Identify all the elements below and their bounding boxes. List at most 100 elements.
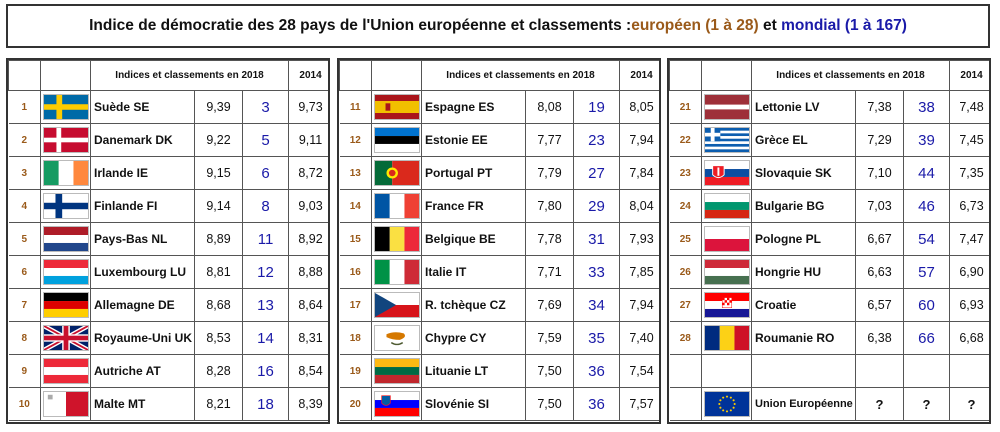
- score-2018: 7,78: [525, 222, 574, 256]
- flag-cell: [701, 222, 752, 256]
- world-rank: 54: [902, 222, 951, 256]
- score-2014: 6,90: [949, 255, 989, 289]
- flag-cell: [701, 90, 752, 124]
- flag-slovenia-icon: [374, 391, 420, 417]
- world-rank: 38: [902, 90, 951, 124]
- score-2018: 9,39: [194, 90, 243, 124]
- country-name: R. tchèque CZ: [421, 288, 526, 322]
- score-2014: 8,05: [619, 90, 659, 124]
- world-rank: 12: [241, 255, 290, 289]
- flag-austria-icon: [43, 358, 89, 384]
- country-name: Union Européenne: [751, 387, 856, 421]
- country-name: Royaume-Uni UK: [90, 321, 195, 355]
- european-rank: 16: [339, 255, 372, 289]
- european-rank: 18: [339, 321, 372, 355]
- european-rank: 9: [8, 354, 41, 388]
- european-rank: 25: [669, 222, 702, 256]
- score-2014: 8,04: [619, 189, 659, 223]
- score-2014: 7,54: [619, 354, 659, 388]
- ranking-table-panel: Indices et classements en 2018 2014 21 Lett…: [667, 58, 991, 424]
- flag-cell: [701, 387, 752, 421]
- table-row: 25 Pologne PL 6,67 54 7,47: [669, 222, 989, 256]
- header-year-2014: 2014: [949, 60, 989, 91]
- world-rank: 23: [572, 123, 621, 157]
- score-2014: 7,35: [949, 156, 989, 190]
- score-2018: 7,38: [855, 90, 904, 124]
- world-rank: [902, 354, 951, 388]
- table-row: 20 Slovénie SI 7,50 36 7,57: [339, 387, 659, 421]
- table-row: 24 Bulgarie BG 7,03 46 6,73: [669, 189, 989, 223]
- score-2018: 7,50: [525, 387, 574, 421]
- european-rank: 24: [669, 189, 702, 223]
- country-name: Lituanie LT: [421, 354, 526, 388]
- country-name: Irlande IE: [90, 156, 195, 190]
- header-indices-2018: Indices et classements en 2018: [420, 60, 621, 91]
- score-2018: 6,57: [855, 288, 904, 322]
- world-rank: 14: [241, 321, 290, 355]
- european-rank: 26: [669, 255, 702, 289]
- flag-cell: [40, 255, 91, 289]
- score-2018: 6,63: [855, 255, 904, 289]
- flag-germany-icon: [43, 292, 89, 318]
- world-rank: 8: [241, 189, 290, 223]
- score-2018: 6,38: [855, 321, 904, 355]
- table-row: 14 France FR 7,80 29 8,04: [339, 189, 659, 223]
- flag-ireland-icon: [43, 160, 89, 186]
- world-rank: 18: [241, 387, 290, 421]
- table-row: 12 Estonie EE 7,77 23 7,94: [339, 123, 659, 157]
- score-2014: 9,11: [288, 123, 328, 157]
- table-row: 21 Lettonie LV 7,38 38 7,48: [669, 90, 989, 124]
- world-rank: 35: [572, 321, 621, 355]
- flag-cell: [371, 222, 422, 256]
- score-2014: 7,94: [619, 288, 659, 322]
- world-rank: 31: [572, 222, 621, 256]
- european-rank: 1: [8, 90, 41, 124]
- european-rank: 21: [669, 90, 702, 124]
- flag-france-icon: [374, 193, 420, 219]
- country-name: Luxembourg LU: [90, 255, 195, 289]
- world-rank: 11: [241, 222, 290, 256]
- score-2014: 7,40: [619, 321, 659, 355]
- score-2018: 6,67: [855, 222, 904, 256]
- country-name: Roumanie RO: [751, 321, 856, 355]
- european-rank: 8: [8, 321, 41, 355]
- world-rank: 66: [902, 321, 951, 355]
- flag-cell: [40, 189, 91, 223]
- table-row: 5 Pays-Bas NL 8,89 11 8,92: [8, 222, 328, 256]
- world-rank: 39: [902, 123, 951, 157]
- table-header-row: Indices et classements en 2018 2014: [8, 60, 328, 91]
- score-2018: 8,68: [194, 288, 243, 322]
- score-2018: 7,29: [855, 123, 904, 157]
- header-indices-2018: Indices et classements en 2018: [750, 60, 951, 91]
- flag-united-kingdom-icon: [43, 325, 89, 351]
- flag-cell: [371, 255, 422, 289]
- world-rank: 13: [241, 288, 290, 322]
- flag-sweden-icon: [43, 94, 89, 120]
- world-rank: 36: [572, 387, 621, 421]
- flag-denmark-icon: [43, 127, 89, 153]
- score-2018: 9,14: [194, 189, 243, 223]
- table-row: 4 Finlande FI 9,14 8 9,03: [8, 189, 328, 223]
- title-european-ranking: européen (1 à 28): [631, 17, 759, 34]
- country-name: Slovaquie SK: [751, 156, 856, 190]
- score-2018: 8,53: [194, 321, 243, 355]
- ranking-table-panel: Indices et classements en 2018 2014 1 Suède…: [6, 58, 330, 424]
- table-row: 13 Portugal PT 7,79 27 7,84: [339, 156, 659, 190]
- score-2014: 7,84: [619, 156, 659, 190]
- score-2014: [949, 354, 989, 388]
- flag-cell: [40, 222, 91, 256]
- country-name: Danemark DK: [90, 123, 195, 157]
- flag-spain-icon: [374, 94, 420, 120]
- flag-hungary-icon: [704, 259, 750, 285]
- flag-european-union-icon: [704, 391, 750, 417]
- flag-belgium-icon: [374, 226, 420, 252]
- world-rank: 29: [572, 189, 621, 223]
- european-rank: 28: [669, 321, 702, 355]
- score-2018: 8,81: [194, 255, 243, 289]
- score-2018: 7,77: [525, 123, 574, 157]
- country-name: France FR: [421, 189, 526, 223]
- score-2018: 7,03: [855, 189, 904, 223]
- world-rank: 16: [241, 354, 290, 388]
- table-row: 26 Hongrie HU 6,63 57 6,90: [669, 255, 989, 289]
- flag-cell: [371, 288, 422, 322]
